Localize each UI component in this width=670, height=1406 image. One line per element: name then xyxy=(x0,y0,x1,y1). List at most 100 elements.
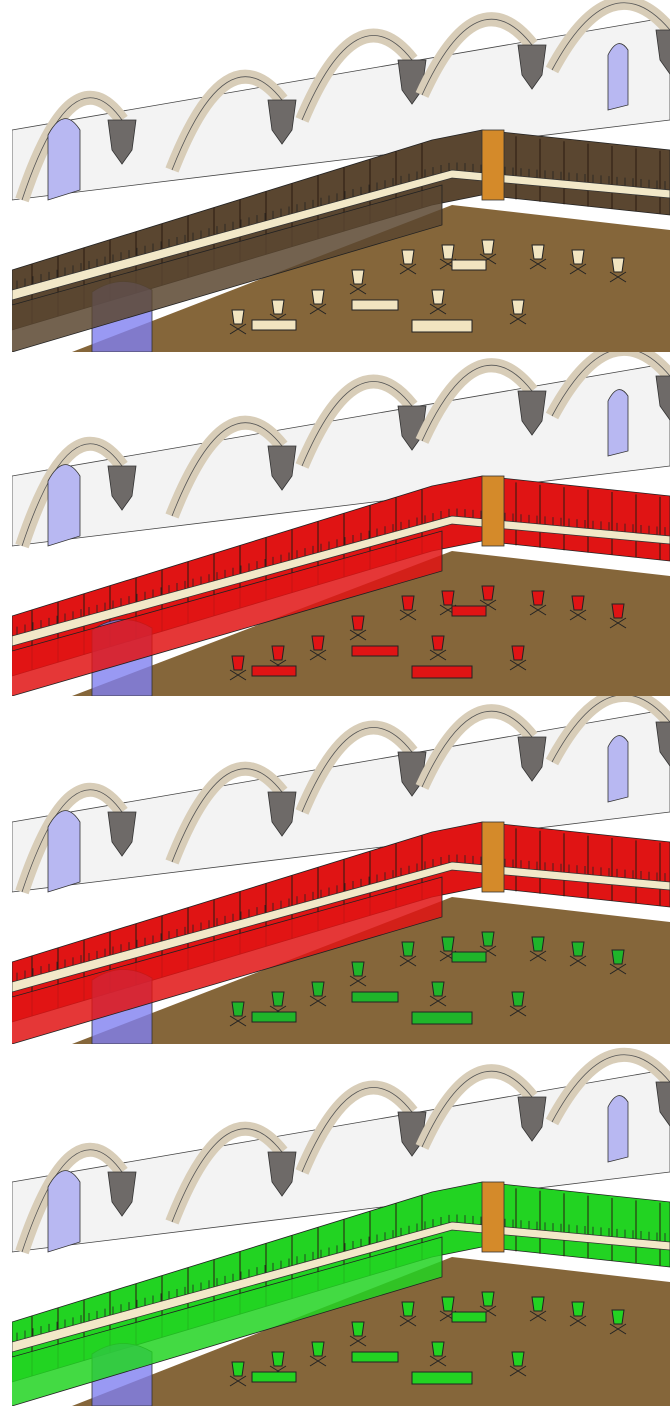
arch-outline xyxy=(551,2,670,71)
chair xyxy=(349,961,367,987)
table xyxy=(351,645,399,657)
table xyxy=(451,259,487,271)
corbel xyxy=(267,791,297,837)
arch-outline xyxy=(301,381,413,467)
window-right xyxy=(607,389,629,457)
corbel xyxy=(107,119,137,165)
table xyxy=(451,1311,487,1323)
corbel xyxy=(655,29,670,75)
chair xyxy=(349,615,367,641)
chair xyxy=(309,635,327,661)
chair xyxy=(609,257,627,283)
corbel xyxy=(267,445,297,491)
chair xyxy=(509,645,527,671)
arch-outline xyxy=(301,1087,413,1173)
arch-outline xyxy=(551,352,670,417)
arch-outline xyxy=(171,768,283,863)
corbel xyxy=(267,99,297,145)
corbel xyxy=(655,1081,670,1127)
library-scene-a xyxy=(12,0,670,352)
table xyxy=(251,319,297,331)
chair xyxy=(309,289,327,315)
chair xyxy=(229,1361,247,1387)
arch-outline xyxy=(421,18,533,96)
arch-outline xyxy=(171,1128,283,1223)
corbel xyxy=(107,811,137,857)
table xyxy=(411,1011,473,1025)
chair xyxy=(509,991,527,1017)
table xyxy=(351,1351,399,1363)
arch-outline xyxy=(421,710,533,788)
chair xyxy=(529,590,547,616)
library-render-d xyxy=(12,1044,670,1406)
arch-outline xyxy=(301,35,413,121)
arch-outline xyxy=(21,789,123,893)
table xyxy=(251,1371,297,1383)
chair xyxy=(429,1341,447,1367)
panel-c: c) xyxy=(0,696,670,1044)
chair xyxy=(569,1301,587,1327)
chair xyxy=(309,981,327,1007)
chair xyxy=(609,949,627,975)
chair xyxy=(399,595,417,621)
table xyxy=(411,1371,473,1385)
chair xyxy=(429,635,447,661)
panel-a: a) xyxy=(0,0,670,352)
floor xyxy=(72,205,670,352)
chair xyxy=(349,1321,367,1347)
library-render-a xyxy=(12,0,670,352)
chair xyxy=(529,936,547,962)
table xyxy=(251,1011,297,1023)
library-scene-b xyxy=(12,352,670,696)
table xyxy=(451,605,487,617)
chair xyxy=(569,249,587,275)
lower-shelves xyxy=(12,1236,443,1406)
chair xyxy=(229,1001,247,1027)
chair xyxy=(569,595,587,621)
corbel xyxy=(517,390,547,436)
chair xyxy=(609,603,627,629)
panel-d: d) xyxy=(0,1044,670,1406)
window-right xyxy=(607,1095,629,1163)
window-left xyxy=(47,118,81,201)
window-right xyxy=(607,43,629,111)
chair xyxy=(229,655,247,681)
chair xyxy=(399,1301,417,1327)
corbel xyxy=(517,44,547,90)
table xyxy=(351,991,399,1003)
door xyxy=(481,475,505,547)
chair xyxy=(509,299,527,325)
arch-outline xyxy=(21,97,123,201)
corbel xyxy=(517,1096,547,1142)
window-right xyxy=(607,735,629,803)
lower-shelves xyxy=(12,876,443,1044)
floor xyxy=(72,897,670,1044)
door xyxy=(481,129,505,201)
chair xyxy=(229,309,247,335)
arch-outline xyxy=(171,422,283,517)
table xyxy=(411,319,473,333)
arch-outline xyxy=(421,364,533,442)
table xyxy=(451,951,487,963)
gallery-railing xyxy=(12,515,670,647)
chair xyxy=(309,1341,327,1367)
table xyxy=(411,665,473,679)
arch-outline xyxy=(21,443,123,547)
chair xyxy=(609,1309,627,1335)
window-left xyxy=(47,464,81,547)
table xyxy=(351,299,399,311)
chair xyxy=(569,941,587,967)
arch-outline xyxy=(551,696,670,763)
door xyxy=(481,1181,505,1253)
chair xyxy=(529,244,547,270)
corbel xyxy=(267,1151,297,1197)
corbel xyxy=(655,721,670,767)
corbel xyxy=(655,375,670,421)
chair xyxy=(529,1296,547,1322)
library-scene-d xyxy=(12,1044,670,1406)
chair xyxy=(509,1351,527,1377)
corbel xyxy=(107,465,137,511)
table xyxy=(251,665,297,677)
panel-b: b) xyxy=(0,352,670,696)
arch-outline xyxy=(21,1149,123,1253)
